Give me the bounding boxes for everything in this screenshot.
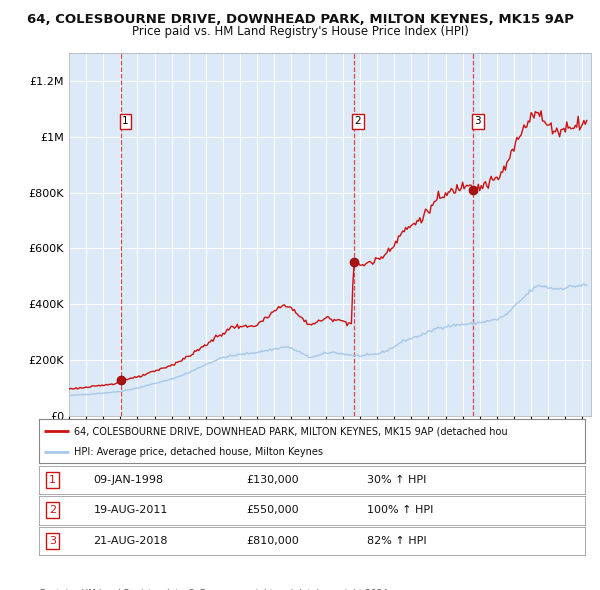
Text: 30% ↑ HPI: 30% ↑ HPI (367, 475, 426, 484)
Text: HPI: Average price, detached house, Milton Keynes: HPI: Average price, detached house, Milt… (74, 447, 323, 457)
Text: 09-JAN-1998: 09-JAN-1998 (94, 475, 164, 484)
Text: 64, COLESBOURNE DRIVE, DOWNHEAD PARK, MILTON KEYNES, MK15 9AP: 64, COLESBOURNE DRIVE, DOWNHEAD PARK, MI… (26, 13, 574, 26)
Text: 2: 2 (355, 116, 361, 126)
Text: 64, COLESBOURNE DRIVE, DOWNHEAD PARK, MILTON KEYNES, MK15 9AP (detached hou: 64, COLESBOURNE DRIVE, DOWNHEAD PARK, MI… (74, 427, 508, 436)
Text: 82% ↑ HPI: 82% ↑ HPI (367, 536, 426, 546)
Text: 100% ↑ HPI: 100% ↑ HPI (367, 506, 433, 515)
Text: 3: 3 (49, 536, 56, 546)
Text: 1: 1 (49, 475, 56, 484)
Text: 1: 1 (122, 116, 129, 126)
Text: 19-AUG-2011: 19-AUG-2011 (94, 506, 168, 515)
Text: 21-AUG-2018: 21-AUG-2018 (94, 536, 168, 546)
Text: £550,000: £550,000 (247, 506, 299, 515)
Text: 2: 2 (49, 506, 56, 515)
Text: £810,000: £810,000 (247, 536, 299, 546)
Text: £130,000: £130,000 (247, 475, 299, 484)
Text: Price paid vs. HM Land Registry's House Price Index (HPI): Price paid vs. HM Land Registry's House … (131, 25, 469, 38)
Text: 3: 3 (475, 116, 481, 126)
Text: Contains HM Land Registry data © Crown copyright and database right 2024.: Contains HM Land Registry data © Crown c… (39, 589, 391, 590)
